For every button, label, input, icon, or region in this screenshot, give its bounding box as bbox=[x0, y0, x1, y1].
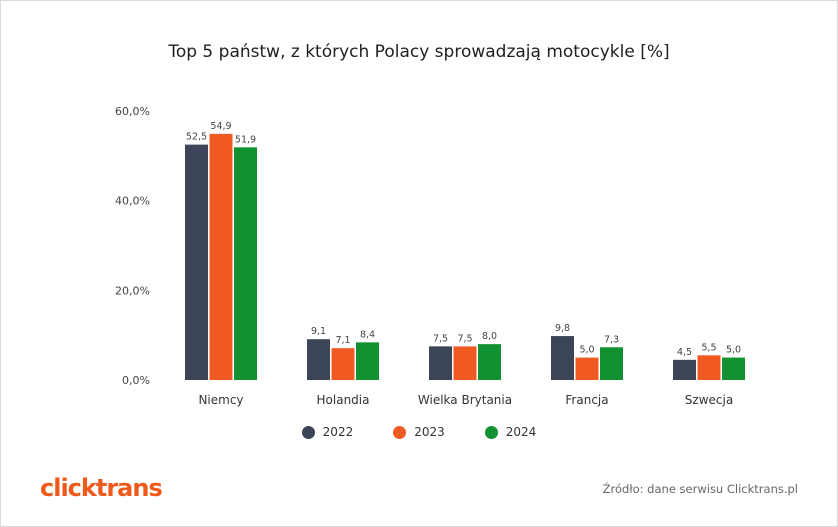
legend-label-2022: 2022 bbox=[322, 425, 354, 439]
bar-2023-0 bbox=[209, 133, 233, 380]
data-label: 54,9 bbox=[210, 121, 231, 132]
data-label: 51,9 bbox=[235, 134, 256, 145]
data-label: 8,0 bbox=[482, 331, 497, 342]
data-label: 9,1 bbox=[311, 326, 326, 337]
data-label: 7,3 bbox=[604, 334, 619, 345]
y-tick-label: 20,0% bbox=[115, 284, 150, 297]
y-tick-label: 0,0% bbox=[122, 374, 150, 387]
legend-swatch-2024 bbox=[484, 425, 498, 439]
chart-title: Top 5 państw, z których Polacy sprowadza… bbox=[168, 42, 670, 62]
bar-2022-1 bbox=[307, 339, 330, 380]
legend-label-2024: 2024 bbox=[505, 425, 537, 439]
clicktrans-logo: clicktrans bbox=[40, 474, 163, 502]
data-label: 9,8 bbox=[555, 323, 570, 334]
data-label: 5,5 bbox=[701, 342, 716, 353]
bar-2024-4 bbox=[722, 357, 745, 380]
bar-2024-3 bbox=[600, 347, 623, 380]
data-label: 7,5 bbox=[433, 333, 448, 344]
data-label: 5,0 bbox=[726, 345, 741, 356]
chart-legend: 2022 2023 2024 bbox=[0, 425, 838, 439]
legend-item-2023: 2023 bbox=[393, 425, 445, 439]
bar-2024-2 bbox=[478, 344, 501, 380]
bar-2023-3 bbox=[575, 357, 599, 380]
x-category-label: Francja bbox=[565, 393, 608, 407]
data-label: 7,5 bbox=[457, 333, 472, 344]
bar-2023-1 bbox=[331, 348, 355, 380]
data-label: 8,4 bbox=[360, 329, 375, 340]
bar-2023-4 bbox=[697, 355, 721, 380]
bar-2022-3 bbox=[551, 336, 574, 380]
x-category-label: Szwecja bbox=[685, 393, 733, 407]
legend-swatch-2023 bbox=[393, 425, 407, 439]
source-note: Źródło: dane serwisu Clicktrans.pl bbox=[602, 482, 798, 496]
bar-2023-2 bbox=[453, 346, 477, 380]
x-category-label: Wielka Brytania bbox=[418, 393, 512, 407]
data-label: 5,0 bbox=[579, 345, 594, 356]
bar-2024-0 bbox=[234, 147, 257, 380]
data-label: 7,1 bbox=[335, 335, 350, 346]
bar-2024-1 bbox=[356, 342, 379, 380]
x-category-label: Niemcy bbox=[198, 393, 243, 407]
data-label: 4,5 bbox=[677, 347, 692, 358]
bar-2022-0 bbox=[185, 144, 208, 380]
data-label: 52,5 bbox=[186, 132, 207, 143]
y-tick-label: 40,0% bbox=[115, 195, 150, 208]
x-category-label: Holandia bbox=[317, 393, 370, 407]
legend-swatch-2022 bbox=[301, 425, 315, 439]
bar-2022-2 bbox=[429, 346, 452, 380]
legend-item-2024: 2024 bbox=[484, 425, 537, 439]
legend-label-2023: 2023 bbox=[414, 425, 445, 439]
legend-item-2022: 2022 bbox=[301, 425, 354, 439]
y-tick-label: 60,0% bbox=[115, 105, 150, 118]
bar-2022-4 bbox=[673, 359, 696, 380]
